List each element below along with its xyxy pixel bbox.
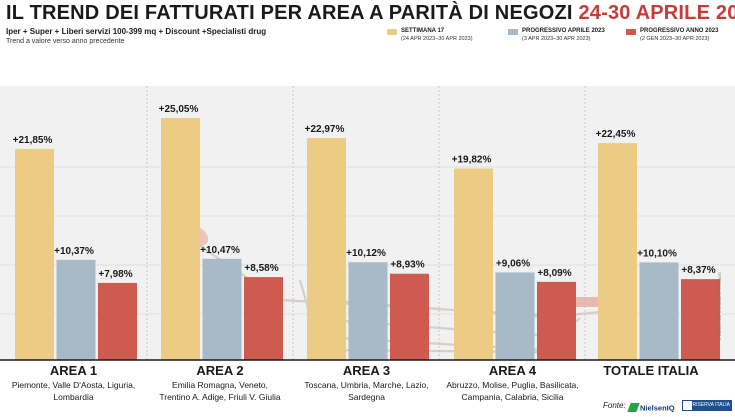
bar-3-4: [537, 281, 576, 360]
area-2-desc-line1: Emilia Romagna, Veneto,: [172, 380, 268, 390]
bar-2-2: [202, 258, 242, 360]
chart-title: IL TREND DEI FATTURATI PER AREA A PARITÀ…: [6, 2, 735, 25]
riserva-mark-icon: [683, 401, 692, 410]
bar-label: +8,09%: [537, 268, 571, 279]
bar-label: +10,47%: [200, 245, 240, 256]
title-date: 24-30 APRILE 2023: [578, 2, 735, 24]
bar-1-4: [454, 168, 493, 360]
bar-3-5: [681, 279, 720, 360]
bar-2-5: [639, 262, 679, 360]
bar-label: +8,58%: [244, 263, 278, 274]
bar-label: +8,93%: [390, 260, 424, 271]
bar-2-1: [56, 259, 96, 360]
bar-1-5: [598, 143, 637, 360]
bar-3-3: [390, 273, 429, 360]
bar-label: +22,45%: [596, 129, 636, 140]
bar-label: +10,37%: [54, 246, 94, 257]
area-1-desc-line1: Piemonte, Valle D'Aosta, Liguria,: [11, 380, 136, 390]
bar-2-4: [495, 272, 535, 360]
legend-label: SETTIMANA 17: [401, 28, 445, 34]
area-4-desc-line1: Abruzzo, Molise, Puglia, Basilicata,: [446, 380, 579, 390]
legend-sub: (2 GEN 2023–30 APR 2023): [640, 36, 710, 42]
legend-sub: (24 APR 2023–30 APR 2023): [401, 36, 473, 42]
legend-swatch: [626, 29, 636, 35]
area-2-desc-line2: Trentino A. Adige, Friuli V. Giulia: [159, 392, 281, 402]
bar-1-1: [15, 148, 54, 360]
area-3-desc-line1: Toscana, Umbria, Marche, Lazio,: [304, 380, 429, 390]
legend-swatch: [508, 29, 518, 35]
area-4-desc-line2: Campania, Calabria, Sicilia: [461, 392, 564, 402]
area-3-desc-line2: Sardegna: [348, 392, 385, 402]
bar-label: +21,85%: [13, 135, 53, 146]
bar-3-2: [244, 277, 283, 360]
bar-1-3: [307, 138, 346, 360]
nielseniq-logo: NielsenIQ: [627, 399, 675, 413]
area-3-name: AREA 3: [342, 363, 391, 378]
bar-label: +7,98%: [98, 269, 132, 280]
totale-italia-name: TOTALE ITALIA: [603, 363, 699, 378]
riserva-italia-logo: RISERVA ITALIA: [682, 400, 732, 411]
chart-note: Trend a valore verso anno precedente: [6, 38, 125, 45]
bar-label: +22,97%: [305, 124, 345, 135]
nielseniq-mark-icon: [627, 403, 640, 413]
bar-3-1: [98, 282, 137, 360]
legend-swatch: [387, 29, 397, 35]
area-1-name: AREA 1: [49, 363, 98, 378]
legend-label: PROGRESSIVO ANNO 2023: [640, 28, 719, 34]
bar-label: +10,12%: [346, 248, 386, 259]
area-2-name: AREA 2: [196, 363, 244, 378]
bar-label: +10,10%: [637, 248, 677, 259]
legend-label: PROGRESSIVO APRILE 2023: [522, 28, 605, 34]
legend-sub: (3 APR 2023–30 APR 2023): [522, 36, 591, 42]
header: IL TREND DEI FATTURATI PER AREA A PARITÀ…: [0, 0, 735, 86]
bar-label: +19,82%: [452, 155, 492, 166]
chart-subtitle: Iper + Super + Liberi servizi 100-399 mq…: [6, 27, 267, 36]
source-label: Fonte:: [603, 401, 626, 410]
bar-1-2: [161, 118, 200, 360]
bar-2-3: [348, 262, 388, 360]
bar-label: +8,37%: [681, 265, 715, 276]
area-4-name: AREA 4: [488, 363, 537, 378]
bar-label: +25,05%: [159, 104, 199, 115]
credit-text: IPUBBLIGRAFICO ALBERTO BRAVO: [717, 272, 722, 340]
bar-label: +9,06%: [496, 258, 530, 269]
area-1-desc-line2: Lombardia: [53, 392, 94, 402]
